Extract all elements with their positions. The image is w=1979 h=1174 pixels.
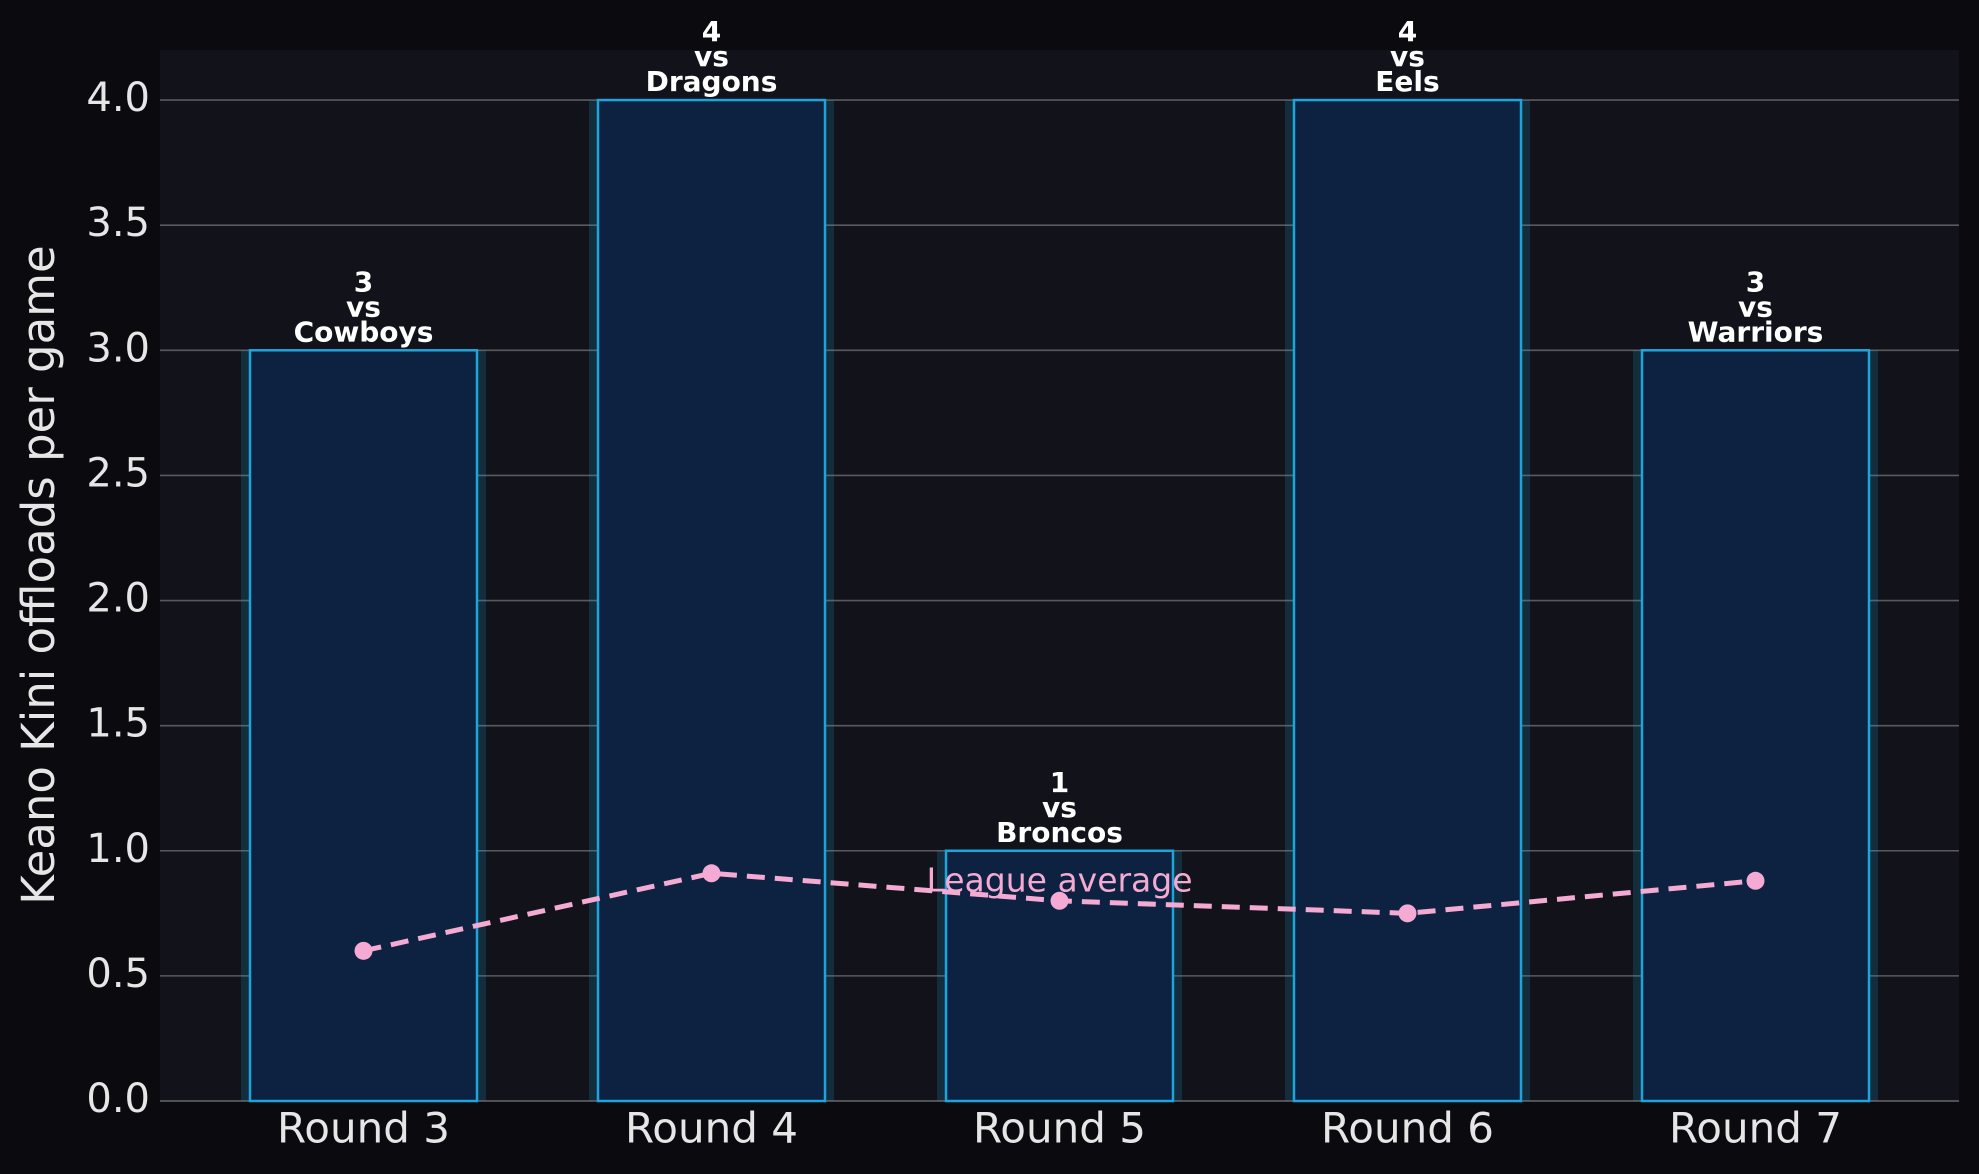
bar [1640, 349, 1871, 1103]
bar-joiner-label: vs [694, 40, 729, 73]
average-point [702, 864, 721, 883]
average-point [1050, 891, 1069, 910]
bar [248, 349, 479, 1103]
line-label: League average [926, 860, 1192, 899]
y-tick-label: 1.5 [86, 701, 150, 747]
bar-value-label: 3 [1746, 265, 1765, 298]
x-tick-label: Round 4 [625, 1104, 798, 1153]
bar-value-label: 4 [1398, 15, 1417, 48]
y-tick-label: 2.0 [86, 576, 150, 622]
y-tick-label: 2.5 [86, 450, 150, 496]
y-tick-label: 1.0 [86, 826, 150, 872]
bar-value-label: 1 [1050, 766, 1069, 799]
x-tick-label: Round 3 [277, 1104, 450, 1153]
y-tick-label: 3.0 [86, 325, 150, 371]
y-tick-label: 0.0 [86, 1076, 150, 1122]
bar-opponent-label: Dragons [646, 65, 778, 98]
bar-value-label: 4 [702, 15, 721, 48]
average-point [1398, 904, 1417, 923]
x-tick-label: Round 6 [1321, 1104, 1494, 1153]
bar-opponent-label: Cowboys [294, 315, 434, 348]
bar [1292, 98, 1523, 1103]
y-tick-label: 3.5 [86, 200, 150, 246]
y-tick-label: 0.5 [86, 951, 150, 997]
bar-value-label: 3 [354, 265, 373, 298]
bar-joiner-label: vs [1738, 290, 1773, 323]
average-point [1746, 871, 1765, 890]
y-axis-label: Keano Kini offloads per game [12, 245, 65, 904]
bar-opponent-label: Eels [1375, 65, 1439, 98]
x-tick-label: Round 7 [1669, 1104, 1842, 1153]
bar-joiner-label: vs [1042, 791, 1077, 824]
bar-joiner-label: vs [346, 290, 381, 323]
x-tick-label: Round 5 [973, 1104, 1146, 1153]
bar-joiner-label: vs [1390, 40, 1425, 73]
bar-opponent-label: Broncos [996, 816, 1123, 849]
y-tick-label: 4.0 [86, 75, 150, 121]
bar [596, 98, 827, 1103]
bar-opponent-label: Warriors [1688, 315, 1824, 348]
average-point [354, 941, 373, 960]
